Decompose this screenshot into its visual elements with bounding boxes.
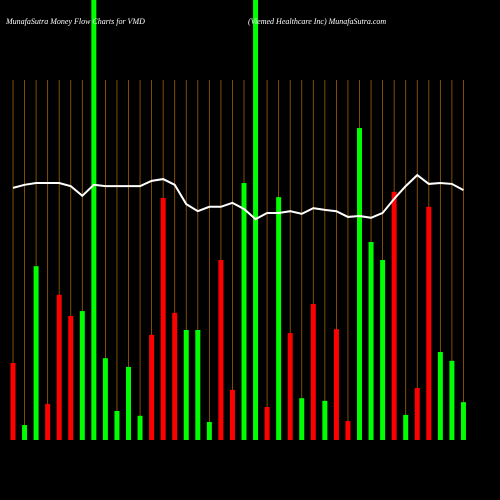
- bar: [287, 333, 293, 440]
- bar: [333, 329, 339, 440]
- bar: [460, 402, 466, 440]
- bar: [391, 191, 397, 440]
- bar: [137, 415, 143, 440]
- bar: [276, 197, 282, 440]
- bar: [91, 0, 97, 440]
- bar: [310, 304, 316, 440]
- bar: [33, 266, 39, 440]
- bar: [426, 206, 432, 440]
- bar: [126, 366, 131, 440]
- bar: [183, 330, 189, 440]
- bar: [68, 315, 74, 440]
- bar: [299, 398, 305, 440]
- bar: [403, 414, 409, 440]
- bar: [102, 358, 108, 440]
- bar: [195, 330, 201, 440]
- chart-title: MunafaSutra Money Flow Charts for VMD: [5, 17, 145, 26]
- bar: [172, 312, 178, 440]
- bar: [45, 403, 51, 440]
- bar: [149, 334, 155, 440]
- bar: [56, 294, 62, 440]
- money-flow-line: [12, 173, 464, 221]
- bar: [437, 352, 443, 440]
- bar: [357, 128, 362, 441]
- bar: [218, 260, 224, 440]
- bar: [380, 260, 386, 440]
- bar: [241, 183, 247, 441]
- bar: [79, 311, 85, 440]
- plot-area: [10, 0, 466, 441]
- bar: [414, 388, 420, 440]
- chart-subtitle: (Viemed Healthcare Inc) MunafaSutra.com: [248, 17, 386, 26]
- bar: [264, 407, 270, 440]
- bar: [22, 425, 28, 440]
- bar: [229, 389, 235, 440]
- bar: [10, 363, 16, 440]
- bar: [114, 410, 120, 440]
- bar: [368, 242, 374, 440]
- bar: [449, 360, 455, 440]
- bar: [160, 198, 166, 440]
- bar: [206, 421, 212, 440]
- bar: [322, 400, 328, 440]
- bar: [345, 421, 351, 440]
